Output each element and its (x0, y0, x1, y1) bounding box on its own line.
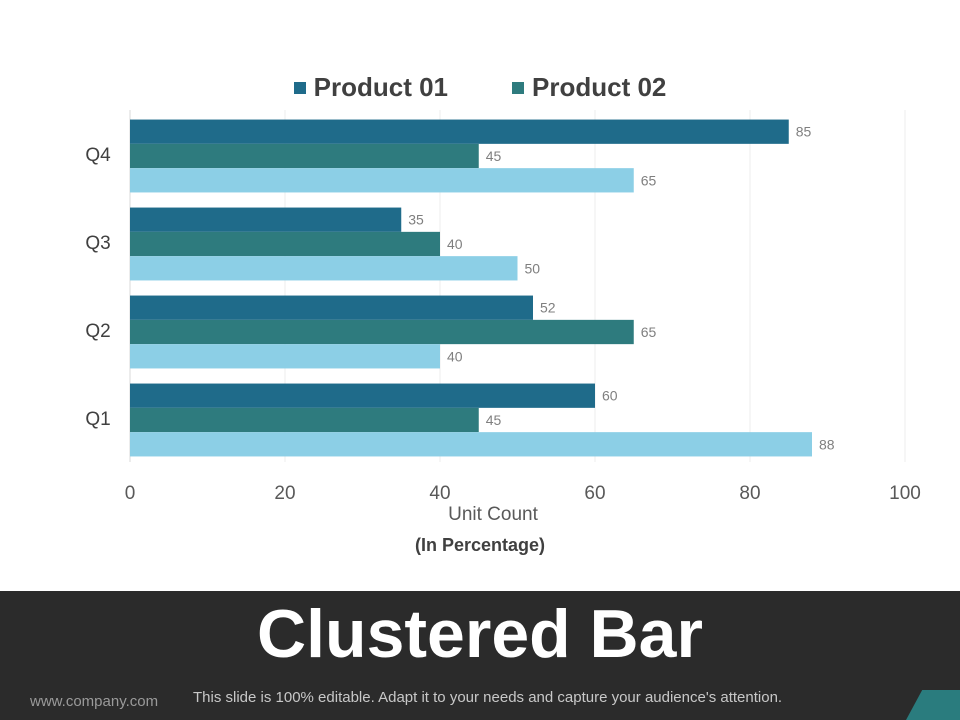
data-label-q3-series-2: 40 (447, 236, 463, 252)
legend-label-product-01: Product 01 (313, 72, 448, 102)
x-tick-label-60: 60 (584, 483, 605, 504)
bar-q4-series-3 (130, 168, 634, 193)
website-text: www.company.com (30, 693, 159, 710)
data-label-q2-series-2: 65 (641, 324, 657, 340)
category-label-q1: Q1 (85, 409, 110, 430)
x-tick-label-80: 80 (739, 483, 760, 504)
x-tick-label-40: 40 (429, 483, 450, 504)
clustered-bar-chart: 0 20 40 60 80 100 Q4 85 45 65 Q3 35 40 50 Q2 52 65 40 Q1 60… (85, 110, 921, 504)
x-tick-label-100: 100 (889, 483, 921, 504)
bar-q4-series-1 (130, 119, 789, 144)
bar-q1-series-1 (130, 383, 595, 408)
bar-q1-series-3 (130, 432, 812, 457)
data-label-q1-series-2: 45 (486, 412, 502, 428)
bar-q3-series-3 (130, 256, 518, 281)
x-axis-label: Unit Count (448, 504, 538, 525)
bar-q2-series-2 (130, 319, 634, 345)
data-label-q4-series-1: 85 (796, 124, 812, 140)
legend-swatch-product-02 (512, 81, 524, 94)
slide-title: Clustered Bar (257, 596, 703, 672)
footer-band (0, 591, 960, 720)
x-tick-label-0: 0 (125, 483, 136, 504)
editable-note: This slide is 100% editable. Adapt it to… (193, 689, 783, 706)
data-label-q2-series-1: 52 (540, 300, 556, 316)
bar-q2-series-3 (130, 344, 440, 369)
legend-item-product-02: Product 02 (512, 72, 666, 103)
bar-q2-series-1 (130, 295, 533, 320)
legend-swatch-product-01 (293, 81, 306, 94)
chart-legend: Product 01 Product 02 (0, 72, 960, 103)
legend-label-product-02: Product 02 (532, 72, 667, 102)
x-tick-label-20: 20 (274, 483, 295, 504)
data-label-q3-series-1: 35 (408, 212, 424, 228)
bar-q3-series-1 (130, 207, 402, 232)
data-label-q4-series-2: 45 (486, 148, 502, 164)
category-label-q4: Q4 (85, 145, 111, 166)
legend-item-product-01: Product 01 (293, 72, 448, 103)
data-label-q3-series-3: 50 (525, 260, 541, 276)
data-label-q1-series-1: 60 (602, 388, 618, 404)
bar-q3-series-2 (130, 231, 440, 257)
data-label-q1-series-3: 88 (819, 436, 835, 452)
x-axis-sublabel: (In Percentage) (414, 535, 546, 555)
bar-q1-series-2 (130, 407, 479, 433)
category-label-q3: Q3 (85, 233, 110, 254)
data-label-q4-series-3: 65 (641, 172, 657, 188)
data-label-q2-series-3: 40 (447, 348, 463, 364)
bar-q4-series-2 (130, 143, 479, 169)
category-label-q2: Q2 (85, 321, 110, 342)
